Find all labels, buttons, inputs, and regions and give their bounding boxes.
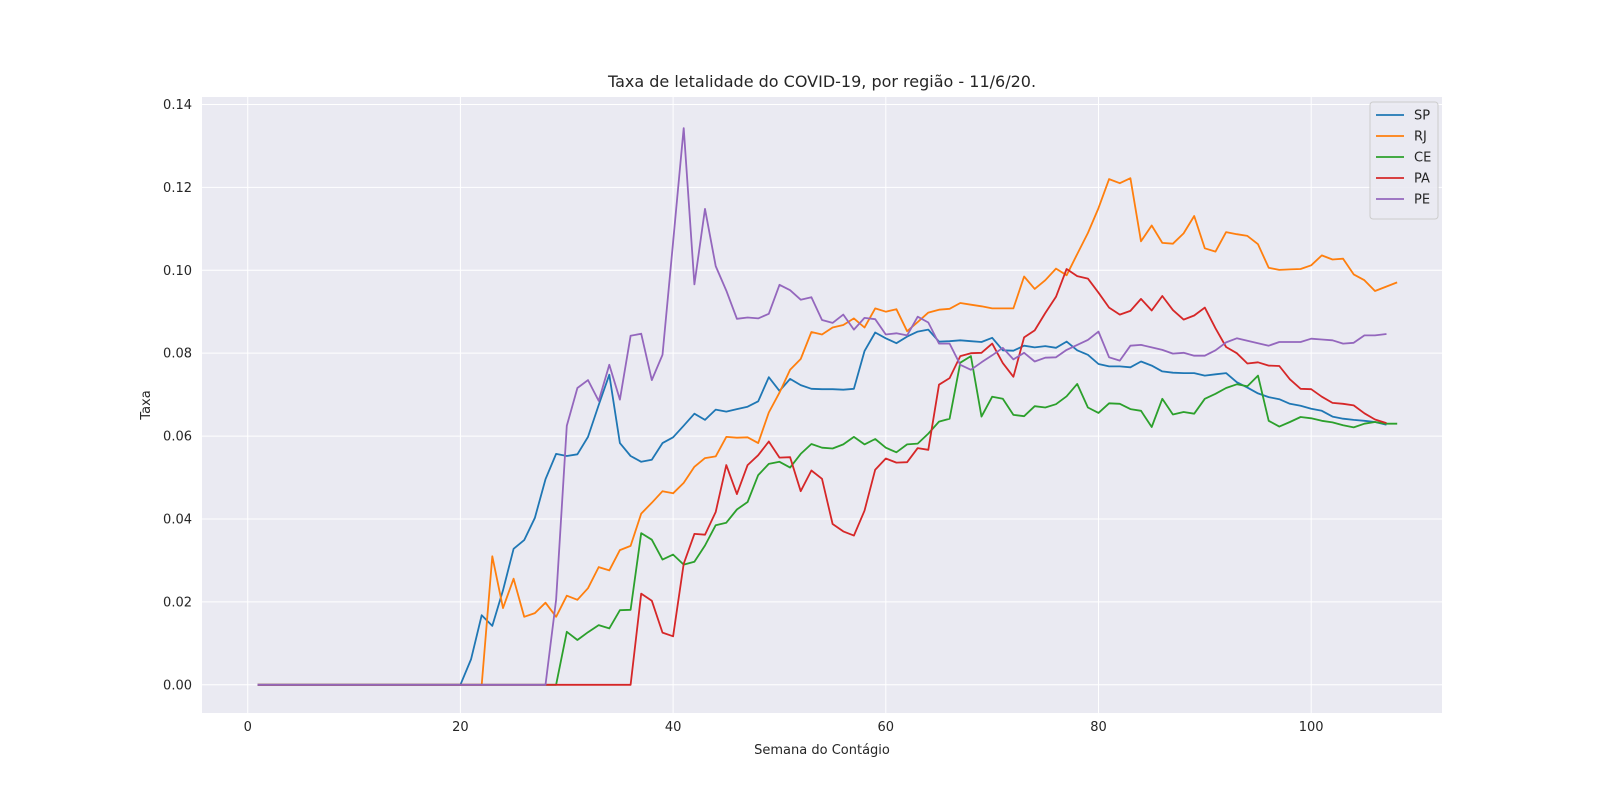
y-tick-label: 0.02 bbox=[163, 595, 192, 610]
legend-label-sp: SP bbox=[1414, 109, 1430, 124]
x-tick-label: 20 bbox=[452, 720, 469, 735]
y-tick-label: 0.00 bbox=[163, 678, 192, 693]
x-axis-ticks: 0 20 40 60 80 100 bbox=[244, 720, 1324, 735]
legend-box bbox=[1369, 101, 1439, 220]
series-line-pe bbox=[257, 127, 1387, 686]
x-tick-label: 100 bbox=[1299, 720, 1324, 735]
legend-label-pa: PA bbox=[1414, 172, 1430, 187]
y-tick-label: 0.14 bbox=[163, 98, 192, 113]
x-tick-label: 40 bbox=[665, 720, 682, 735]
x-tick-label: 0 bbox=[244, 720, 252, 735]
y-axis-ticks: 0.00 0.02 0.04 0.06 0.08 0.10 0.12 0.14 bbox=[163, 98, 192, 693]
y-tick-label: 0.06 bbox=[163, 430, 192, 445]
y-tick-label: 0.08 bbox=[163, 347, 192, 362]
legend-label-ce: CE bbox=[1414, 151, 1431, 166]
legend-label-rj: RJ bbox=[1414, 130, 1427, 145]
chart-title: Taxa de letalidade do COVID-19, por regi… bbox=[607, 72, 1036, 91]
y-axis-label: Taxa bbox=[139, 390, 154, 420]
legend: SP RJ CE PA PE bbox=[1369, 101, 1439, 220]
y-tick-label: 0.04 bbox=[163, 512, 192, 527]
y-tick-label: 0.10 bbox=[163, 264, 192, 279]
x-axis-label: Semana do Contágio bbox=[754, 743, 890, 758]
x-tick-label: 80 bbox=[1090, 720, 1107, 735]
plot-area bbox=[202, 97, 1442, 713]
series-lines bbox=[257, 127, 1398, 686]
x-tick-label: 60 bbox=[878, 720, 895, 735]
y-tick-label: 0.12 bbox=[163, 181, 192, 196]
legend-label-pe: PE bbox=[1414, 193, 1430, 208]
grid-lines bbox=[202, 97, 1442, 713]
